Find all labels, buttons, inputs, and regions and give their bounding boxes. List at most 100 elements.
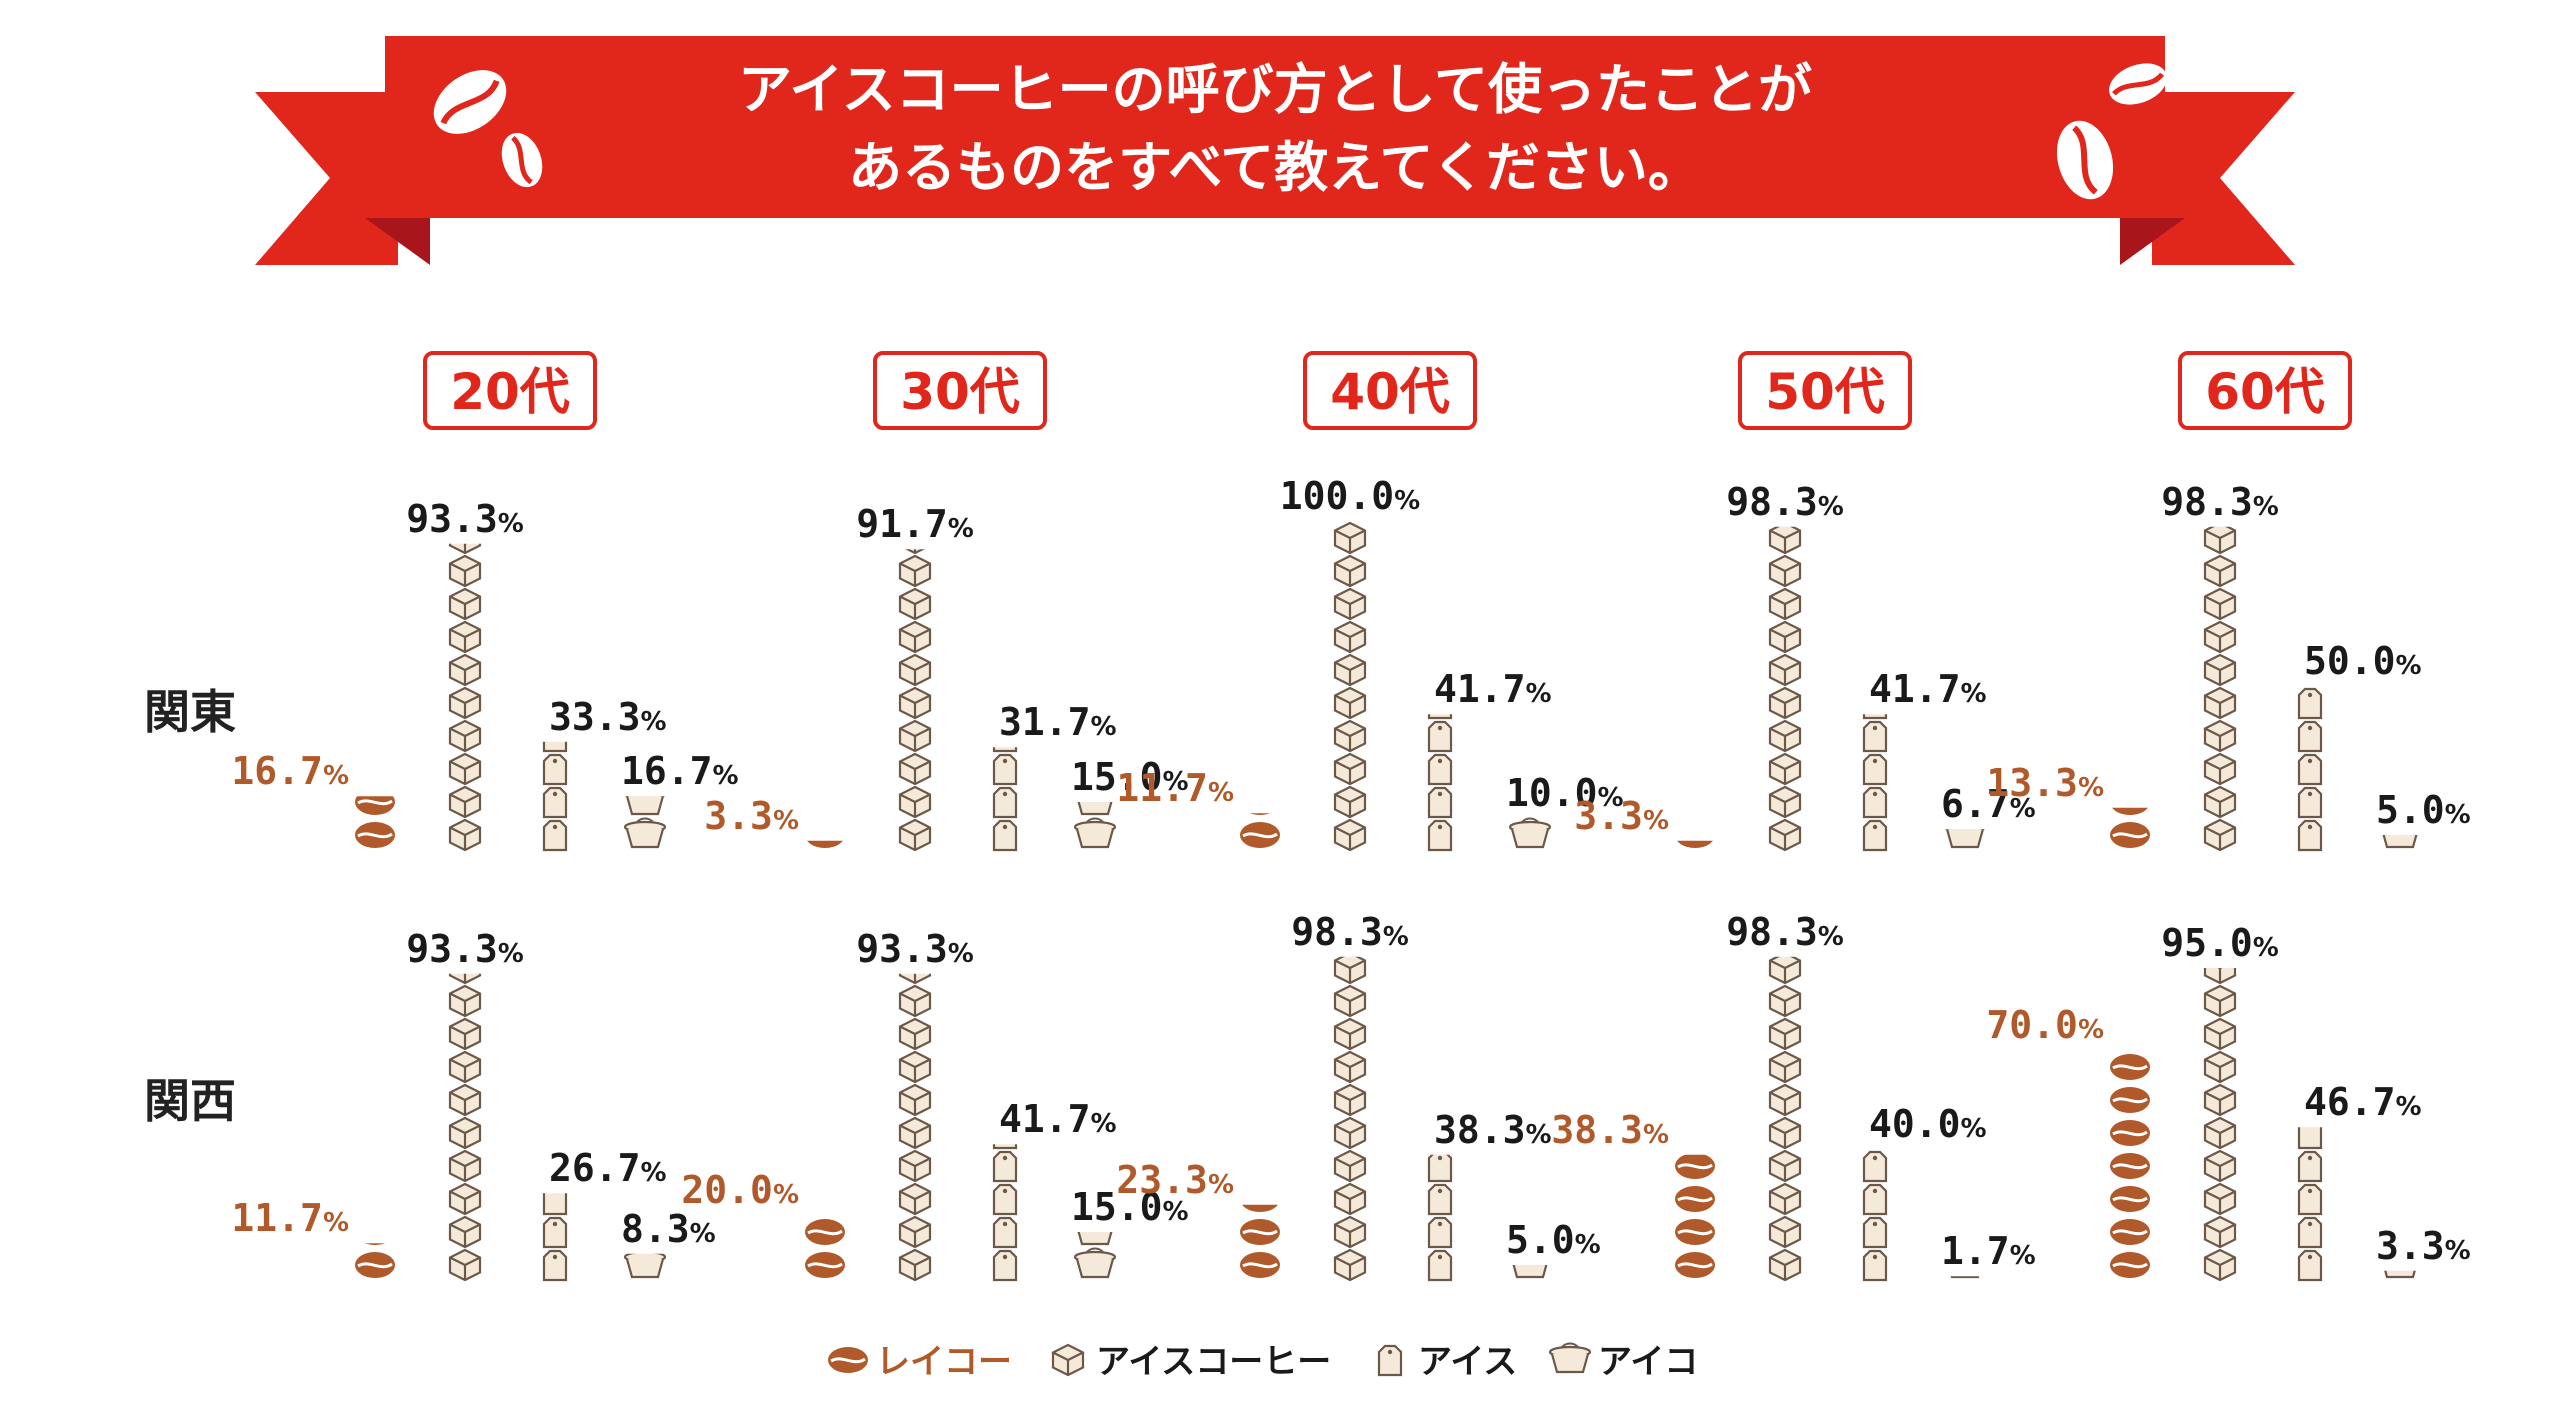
age-header-40: 40代 xyxy=(1303,351,1477,430)
ice-cube-icon xyxy=(1768,1116,1802,1150)
ice-cube-icon xyxy=(448,620,482,654)
tag-icon xyxy=(992,1144,1018,1150)
ice-cube-icon xyxy=(898,785,932,819)
ice-cube-icon xyxy=(1768,1083,1802,1117)
bar-関東-40代-アイコ: 10.0% xyxy=(1506,771,1624,849)
bar-関東-30代-アイス: 31.7% xyxy=(992,700,1117,852)
tag-icon xyxy=(2297,1183,2323,1216)
value-label: 98.3% xyxy=(1291,910,1409,954)
ice-cube-icon xyxy=(1768,587,1802,621)
value-label: 5.0% xyxy=(2376,788,2471,832)
age-header-60: 60代 xyxy=(2178,351,2352,430)
ice-cube-icon xyxy=(448,1083,482,1117)
creamer-cup-icon xyxy=(1945,829,1985,849)
age-box xyxy=(2178,351,2352,430)
coffee-bean-icon xyxy=(355,796,395,815)
coffee-bean-icon xyxy=(1240,822,1280,848)
ice-cube-icon xyxy=(1768,1017,1802,1051)
bar-関西-20代-レイコー: 11.7% xyxy=(231,1196,395,1278)
ice-cube-icon xyxy=(904,549,926,555)
bar-関西-40代-レイコー: 23.3% xyxy=(1116,1158,1280,1278)
ice-cube-icon xyxy=(1768,1149,1802,1183)
legend-label: アイス xyxy=(1418,1342,1517,1382)
ice-cube-icon xyxy=(1333,686,1367,720)
ice-cube-icon xyxy=(2203,719,2237,753)
value-label: 46.7% xyxy=(2304,1080,2422,1124)
ice-cube-icon xyxy=(898,1017,932,1051)
bar-関西-20代-アイス: 26.7% xyxy=(542,1146,667,1282)
ice-cube-icon xyxy=(898,1182,932,1216)
age-label: 50代 xyxy=(1765,363,1885,421)
ice-cube-icon xyxy=(898,973,932,985)
tag-icon xyxy=(2297,1249,2323,1282)
ice-cube-icon xyxy=(448,1050,482,1084)
tag-icon xyxy=(992,1249,1018,1282)
tag-icon xyxy=(992,753,1018,786)
ice-cube-icon xyxy=(2203,1248,2237,1282)
value-label: 98.3% xyxy=(2161,480,2279,524)
value-label: 20.0% xyxy=(681,1168,799,1212)
ice-cube-icon xyxy=(898,1248,932,1282)
coffee-bean-icon xyxy=(501,132,543,188)
ice-cube-icon xyxy=(898,1215,932,1249)
legend: レイコー アイスコーヒー アイス アイコ xyxy=(828,1342,1698,1382)
coffee-bean-icon xyxy=(2112,807,2148,815)
ice-cube-icon xyxy=(1051,1343,1085,1377)
bar-関西-30代-アイス: 41.7% xyxy=(992,1097,1117,1282)
ice-cube-icon xyxy=(1768,719,1802,753)
ice-cube-icon xyxy=(448,543,482,555)
ice-cube-icon xyxy=(2203,1050,2237,1084)
creamer-cup-icon xyxy=(623,817,667,849)
ice-cube-icon xyxy=(2203,686,2237,720)
ice-cube-icon xyxy=(1333,752,1367,786)
value-label: 100.0% xyxy=(1280,474,1420,518)
tag-icon xyxy=(1427,1249,1453,1282)
ice-cube-icon xyxy=(1768,526,1802,555)
bar-関西-20代-アイコ: 8.3% xyxy=(621,1207,716,1279)
ice-cube-icon xyxy=(898,1050,932,1084)
ice-cube-icon xyxy=(448,785,482,819)
bar-関西-50代-レイコー: 38.3% xyxy=(1551,1108,1715,1278)
tag-icon xyxy=(1427,1216,1453,1249)
bar-関東-40代-アイス: 41.7% xyxy=(1427,667,1552,852)
value-label: 41.7% xyxy=(1869,667,1987,711)
tag-icon xyxy=(992,786,1018,819)
legend-label: アイスコーヒー xyxy=(1096,1342,1331,1382)
legend-item-レイコー: レイコー xyxy=(828,1342,1012,1382)
legend-label: レイコー xyxy=(876,1342,1012,1382)
ice-cube-icon xyxy=(1768,620,1802,654)
value-label: 93.3% xyxy=(406,927,524,971)
value-label: 95.0% xyxy=(2161,921,2279,965)
bar-関東-50代-アイスコーヒー: 98.3% xyxy=(1726,480,1844,852)
bar-関東-30代-アイコ: 15.0% xyxy=(1071,755,1189,849)
ice-cube-icon xyxy=(448,719,482,753)
ice-cube-icon xyxy=(898,984,932,1018)
ice-cube-icon xyxy=(2203,1149,2237,1183)
coffee-bean-icon xyxy=(1677,840,1713,848)
tag-icon xyxy=(2297,819,2323,852)
ice-cube-icon xyxy=(2203,587,2237,621)
tag-icon xyxy=(542,819,568,852)
bar-関西-50代-アイコ: 1.7% xyxy=(1941,1229,2036,1279)
ice-cube-icon xyxy=(1333,1215,1367,1249)
bar-関東-50代-レイコー: 3.3% xyxy=(1574,794,1713,848)
ice-cube-icon xyxy=(1333,785,1367,819)
tag-icon xyxy=(1862,786,1888,819)
legend-item-アイスコーヒー: アイスコーヒー xyxy=(1051,1342,1331,1382)
bar-関西-40代-アイコ: 5.0% xyxy=(1506,1218,1601,1279)
value-label: 3.3% xyxy=(2376,1224,2471,1268)
ice-cube-icon xyxy=(1333,956,1367,985)
value-label: 1.7% xyxy=(1941,1229,2036,1273)
tag-icon xyxy=(2297,786,2323,819)
creamer-cup-icon xyxy=(1508,817,1552,849)
coffee-bean-icon xyxy=(1249,813,1271,815)
bar-関東-60代-アイス: 50.0% xyxy=(2297,639,2422,852)
creamer-cup-icon xyxy=(2384,1270,2416,1279)
bar-関東-20代-アイスコーヒー: 93.3% xyxy=(406,497,524,852)
coffee-bean-icon xyxy=(2110,822,2150,848)
value-label: 13.3% xyxy=(1986,761,2104,805)
ice-cube-icon xyxy=(2203,526,2237,555)
ice-cube-icon xyxy=(448,554,482,588)
value-label: 3.3% xyxy=(704,794,799,838)
